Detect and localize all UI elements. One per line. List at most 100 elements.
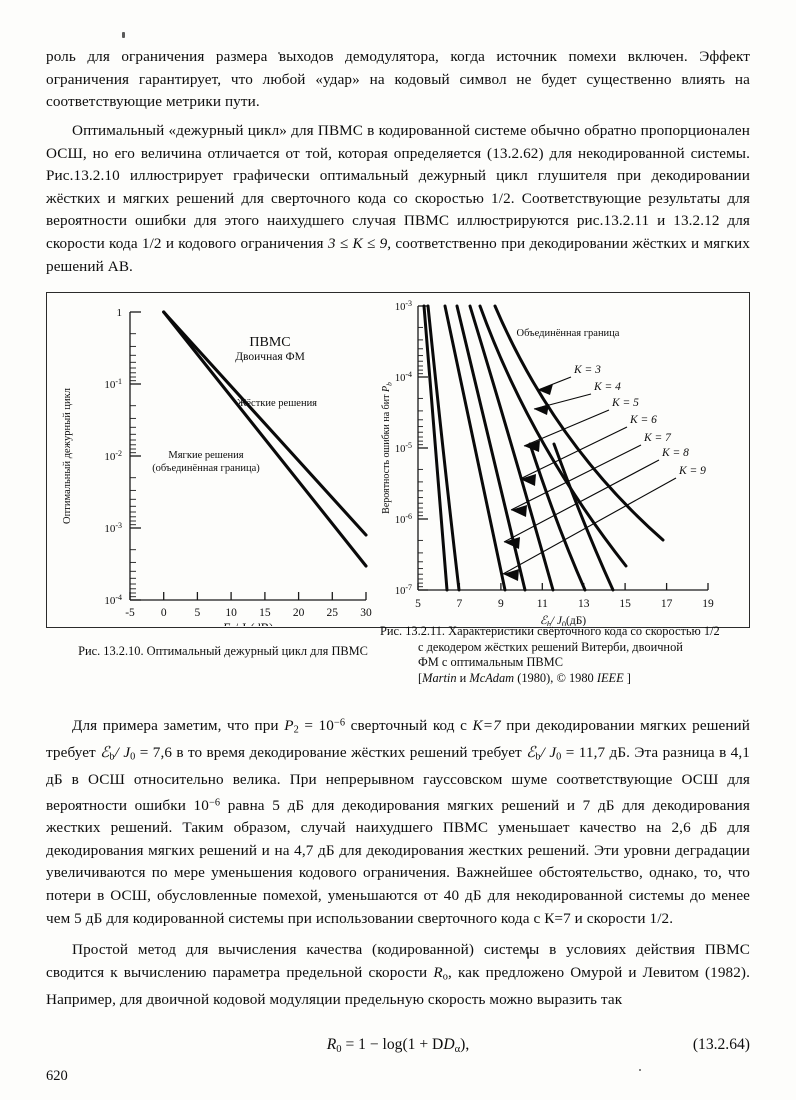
series-k8-tail [528,442,587,592]
x-tick-label: 0 [161,607,167,619]
series-hard-decisions [162,310,368,537]
arrowhead-k3 [538,384,553,395]
p3-symbol-10: 10 [193,796,209,814]
paragraph-1: роль для ограничения размера выходов дем… [46,46,750,114]
arrowhead-k6 [520,474,536,486]
p3-symbol-J2-sub: 0 [556,751,562,763]
series-k6 [455,304,527,592]
paragraph-4: Простой метод для вычисления качества (к… [46,939,750,1011]
callout-arrowheads [503,384,553,581]
series-k4 [426,304,461,592]
y-tick-label: 10-4 [104,593,122,607]
x-axis-title-mid: / J [550,615,563,626]
x-ticks [129,592,367,600]
p4-symbol-R-sub: o [442,971,449,983]
figure-caption-right-line4: [Martin и McAdam (1980), © 1980 IEEE ] [380,671,750,687]
y-tick-label: 1 [117,307,123,319]
caption-author-1: Martin [422,670,457,685]
leader-k6 [519,426,628,480]
chart-fig-13-2-10: 1 10-1 10-2 10-3 10-4 -5 0 5 10 15 20 25 [48,294,378,626]
x-tick-labels: 5 7 9 11 13 15 17 19 [415,598,714,610]
arrowhead-k4 [534,404,549,415]
figure-block: 1 10-1 10-2 10-3 10-4 -5 0 5 10 15 20 25 [46,292,750,696]
x-tick-label: 25 [327,607,339,619]
p3-part-a: Для примера заметим, что при [72,716,279,734]
p3-math-ebj0-hard: ℰb/ J0 = 11,7 дБ. [526,744,630,763]
k-labels: K = 3 K = 4 K = 5 K = 6 K = 7 K = 8 K = … [573,364,706,477]
k-label-9: K = 9 [678,465,706,477]
figure-border [46,292,750,628]
y-axis-title: Вероятность ошибки на бит Pb [381,382,394,514]
x-tick-label: 10 [225,607,237,619]
y-tick-label: 10-3 [104,521,122,535]
y-tick-labels: 1 [117,307,123,319]
series-k9 [493,304,665,542]
figure-caption-right-line3: ФМ с оптимальным ПВМС [418,655,563,670]
y-minor-ticks [130,333,136,598]
y-tick-label: 10-4 [395,370,412,384]
x-axis-title: Eb/ J0(dB) [222,621,274,626]
y-major-ticks [130,311,141,601]
p3-symbol-E: ℰ [100,744,110,762]
figure-caption-left-text: Рис. 13.2.10. Оптимальный дежурный цикл … [78,644,368,658]
paragraph-2-part-b: , соответственно при декодировании жёстк… [46,234,750,275]
equation-rhs-tail: ), [460,1036,470,1053]
p4-symbol-R: R [433,963,443,981]
paragraph-1-text: роль для ограничения размера выходов дем… [46,48,750,111]
y-tick-label: 10-5 [395,441,412,455]
x-axis-title-sub2: 0 [562,620,566,626]
p3-math-k7: K=7 [472,716,501,734]
leader-k5 [523,409,610,447]
figure-caption-right-line2: с декодером жёстких решений Витерби, дво… [418,639,683,654]
callout-leaders [502,376,677,575]
y-major-ticks [418,305,428,591]
caption-bracket-open: [ [418,670,423,685]
p3-symbol-E2-sub: b [535,751,541,763]
chart-fig-13-2-11: K = 3 K = 4 K = 5 K = 6 K = 7 K = 8 K = … [378,294,750,626]
k-label-3: K = 3 [573,364,601,376]
pvms-label: ПВМС [249,335,290,350]
x-tick-label: 15 [619,598,631,610]
equation-lhs: R [326,1036,337,1053]
series-k7 [468,304,555,592]
x-tick-label: 20 [293,607,305,619]
k-label-7: K = 7 [643,432,672,444]
x-tick-label: 30 [360,607,372,619]
scan-speck [527,952,529,959]
scan-speck [639,1069,641,1071]
x-tick-label: 7 [457,598,463,610]
series-soft-decisions [162,310,368,568]
y-minor-ticks [418,326,423,588]
k-curves-group [422,304,665,592]
x-axis-title-mid: / J [235,621,247,626]
p3-part-b: сверточный код с [350,716,467,734]
figure-caption-left: Рис. 13.2.10. Оптимальный дежурный цикл … [58,644,388,660]
x-axis-title-main: E [222,621,231,626]
paragraph-3: Для примера заметим, что при P2 = 10−6 с… [46,712,750,930]
paragraph-2: Оптимальный «дежурный цикл» для ПВМС в к… [46,120,750,278]
equation-lhs-sub: 0 [336,1043,342,1055]
p3-symbol-J-sub: 0 [130,751,136,763]
k-label-8: K = 8 [661,447,689,459]
y-tick-label: 10-6 [395,512,412,526]
series-k9-tail [552,442,615,592]
scan-speck [278,52,280,54]
series-k8 [478,304,628,568]
p3-symbol-P: P [284,716,294,734]
p3-part-c: при декодировании мягких решений требует [46,716,751,762]
chart-svg-left: 1 10-1 10-2 10-3 10-4 -5 0 5 10 15 20 25 [62,307,372,626]
y-tick-label: 10-2 [104,449,122,463]
p3-part-e: Эта разница в 4,1 дБ в ОСШ относительно … [46,744,750,814]
x-axis-title-unit: (dB) [250,621,273,626]
p3-symbol-J: / J [114,744,131,762]
p3-math-1e6: 10−6 [194,797,221,814]
y-tick-label: 10-7 [395,583,412,597]
x-tick-labels: -5 0 5 10 15 20 25 30 [125,607,372,619]
x-axis-title-sub: b [547,620,551,626]
p3-symbol-E2: ℰ [526,744,536,762]
p3-symbol-P-exp: −6 [333,717,346,728]
paragraph-2-part-a: Оптимальный «дежурный цикл» для ПВМС в к… [46,122,750,252]
caption-conjunction: и [456,670,470,685]
x-tick-label: 11 [537,598,548,610]
